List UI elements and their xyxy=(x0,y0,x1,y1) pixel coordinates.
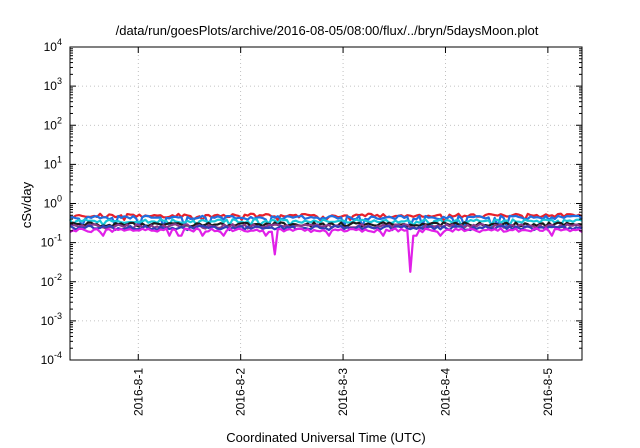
y-tick-label: 10-1 xyxy=(41,233,62,250)
x-tick-label: 2016-8-1 xyxy=(131,368,145,416)
y-tick-label: 100 xyxy=(44,194,62,211)
x-tick-label: 2016-8-3 xyxy=(336,368,350,416)
series-line xyxy=(69,223,583,230)
x-tick-label: 2016-8-4 xyxy=(438,368,452,416)
chart-title: /data/run/goesPlots/archive/2016-08-05/0… xyxy=(116,23,539,38)
x-axis: 2016-8-1 2016-8-2 2016-8-3 2016-8-4 2016-8-5 xyxy=(131,47,555,416)
y-tick-label: 10-3 xyxy=(41,311,62,328)
x-tick-label: 2016-8-5 xyxy=(541,368,555,416)
y-tick-label: 104 xyxy=(44,37,62,54)
grid-lines xyxy=(70,47,582,360)
y-tick-label: 101 xyxy=(44,154,62,171)
series-line xyxy=(69,227,583,273)
series-line xyxy=(69,218,583,227)
x-axis-label: Coordinated Universal Time (UTC) xyxy=(226,430,425,445)
x-tick-label: 2016-8-2 xyxy=(234,368,248,416)
y-tick-label: 10-4 xyxy=(41,350,62,367)
series-group xyxy=(69,212,583,273)
y-axis: 104 103 102 101 100 10-1 10-2 10-3 10-4 xyxy=(41,37,582,367)
y-tick-label: 103 xyxy=(44,76,62,93)
y-tick-label: 10-2 xyxy=(41,272,62,289)
series-line xyxy=(69,224,583,232)
y-axis-label: cSv/day xyxy=(19,181,34,228)
y-tick-label: 102 xyxy=(44,115,62,132)
